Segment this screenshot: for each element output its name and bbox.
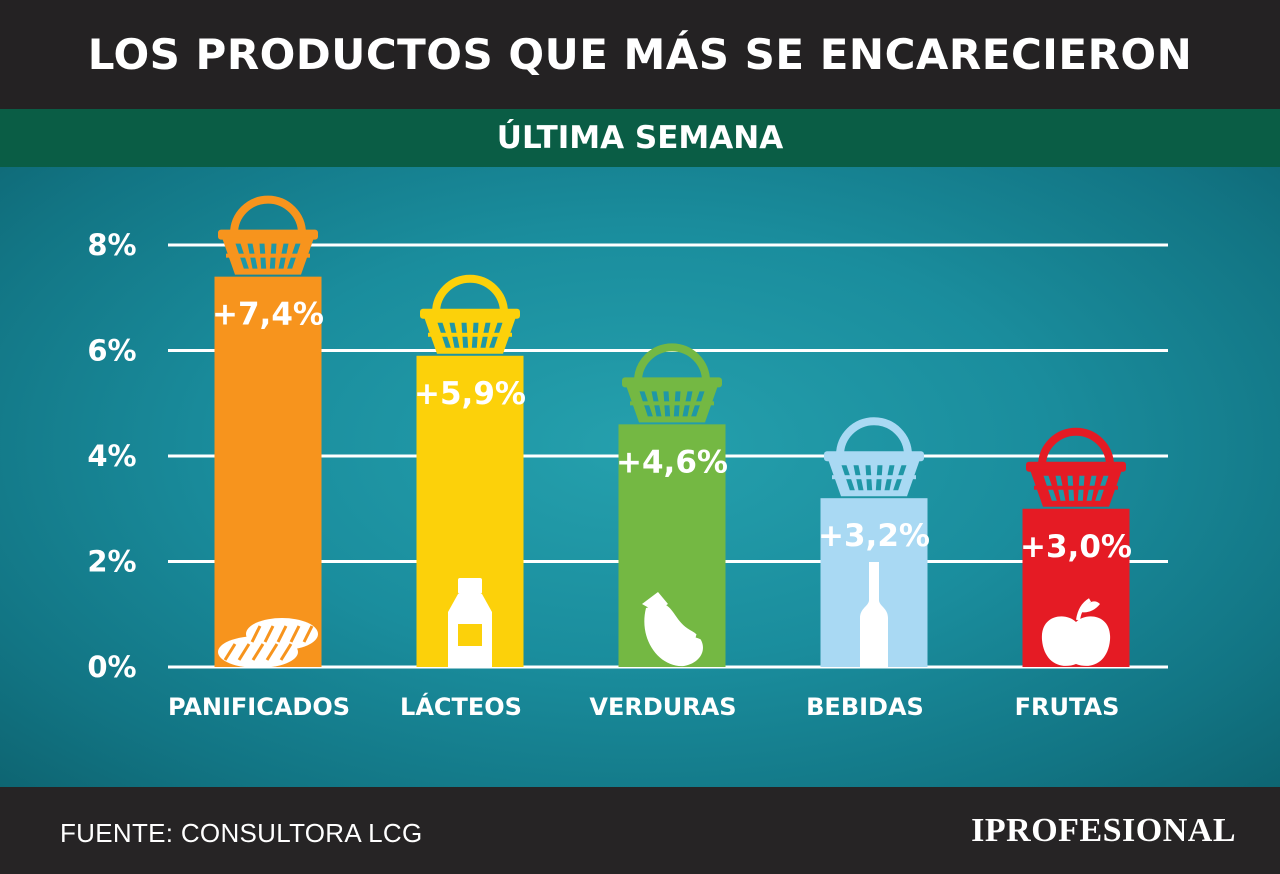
data-label: +3,2% [818,518,930,554]
wine-bottle-icon [860,562,888,667]
y-tick-label: 2% [87,545,136,579]
chart-subtitle: ÚLTIMA SEMANA [496,120,784,156]
basket-icon [824,417,924,497]
basket-icon [218,195,318,275]
y-tick-label: 0% [87,650,136,684]
bar-group [214,195,322,668]
bar-group [416,274,524,667]
x-tick-label: FRUTAS [1015,693,1120,721]
y-tick-label: 6% [87,334,136,368]
x-tick-label: BEBIDAS [806,693,924,721]
basket-icon [622,343,722,423]
data-label: +7,4% [212,297,324,333]
chart-title: LOS PRODUCTOS QUE MÁS SE ENCARECIERON [87,30,1193,79]
data-label: +4,6% [616,444,728,480]
publisher-logo: IPROFESIONAL [971,812,1236,849]
footer [0,787,1280,874]
source-note: FUENTE: CONSULTORA LCG [60,818,423,848]
bread-icon [218,618,318,668]
subtitle-bar: ÚLTIMA SEMANA [0,109,1280,167]
x-tick-label: LÁCTEOS [400,692,522,721]
x-tick-label: VERDURAS [589,693,736,721]
bar-group [618,343,726,667]
bar-group [1022,427,1130,667]
title-bar: LOS PRODUCTOS QUE MÁS SE ENCARECIERON [0,0,1280,109]
bar [214,276,322,667]
data-label: +3,0% [1020,529,1132,565]
apple-icon [1041,598,1111,666]
basket-icon [420,274,520,354]
x-tick-label: PANIFICADOS [168,693,350,721]
eggplant-icon [642,592,711,667]
y-tick-label: 4% [87,439,136,473]
basket-icon [1026,427,1126,507]
data-label: +5,9% [414,376,526,412]
milk-bottle-icon [448,578,492,667]
bar-group [820,417,928,667]
y-tick-label: 8% [87,228,136,262]
